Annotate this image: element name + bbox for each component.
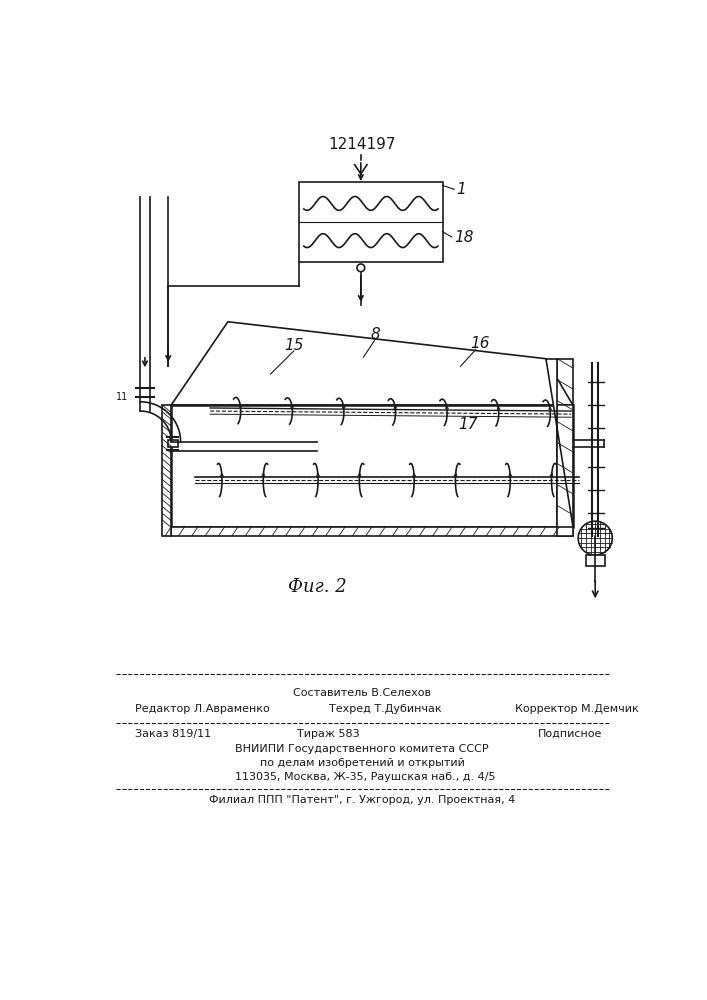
Text: 1214197: 1214197 xyxy=(328,137,396,152)
Text: Редактор Л.Авраменко: Редактор Л.Авраменко xyxy=(135,704,269,714)
Text: по делам изобретений и открытий: по делам изобретений и открытий xyxy=(259,758,464,768)
Bar xyxy=(586,555,604,566)
Text: 11: 11 xyxy=(117,392,129,402)
Text: Техред Т.Дубинчак: Техред Т.Дубинчак xyxy=(329,704,441,714)
Text: 8: 8 xyxy=(370,327,380,342)
Text: 18: 18 xyxy=(454,230,474,245)
Text: Тираж 583: Тираж 583 xyxy=(298,729,360,739)
Text: Филиал ППП "Патент", г. Ужгород, ул. Проектная, 4: Филиал ППП "Патент", г. Ужгород, ул. Про… xyxy=(209,795,515,805)
Bar xyxy=(171,527,573,536)
Text: Подписное: Подписное xyxy=(538,729,602,739)
Text: Составитель В.Селехов: Составитель В.Селехов xyxy=(293,688,431,698)
Text: ВНИИПИ Государственного комитета СССР: ВНИИПИ Государственного комитета СССР xyxy=(235,744,489,754)
Text: 1: 1 xyxy=(457,182,466,197)
Text: Корректор М.Демчик: Корректор М.Демчик xyxy=(515,704,638,714)
Bar xyxy=(162,405,171,536)
Text: 113035, Москва, Ж-35, Раушская наб., д. 4/5: 113035, Москва, Ж-35, Раушская наб., д. … xyxy=(228,772,496,782)
Polygon shape xyxy=(171,322,573,405)
Bar xyxy=(557,359,573,536)
Text: 16: 16 xyxy=(470,336,489,351)
Polygon shape xyxy=(546,359,573,527)
Bar xyxy=(171,405,573,527)
Text: Заказ 819/11: Заказ 819/11 xyxy=(135,729,211,739)
Bar xyxy=(299,182,443,262)
Text: 15: 15 xyxy=(284,338,303,353)
Bar xyxy=(168,440,177,447)
Text: 17: 17 xyxy=(458,417,478,432)
Text: Фиг. 2: Фиг. 2 xyxy=(288,578,346,596)
